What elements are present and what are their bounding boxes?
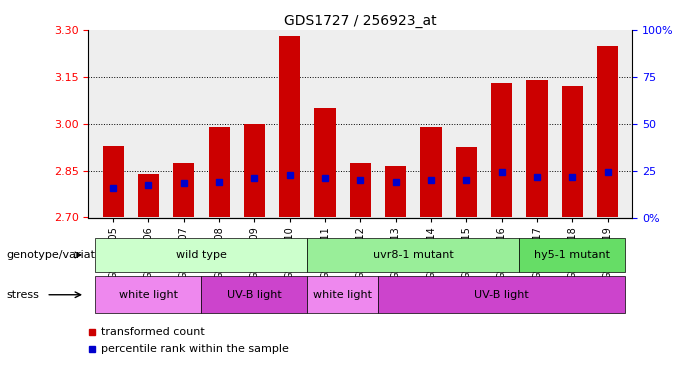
Bar	[420, 127, 441, 218]
Bar	[597, 46, 618, 218]
Title: GDS1727 / 256923_at: GDS1727 / 256923_at	[284, 13, 437, 28]
Bar	[350, 163, 371, 218]
Bar	[562, 86, 583, 218]
Bar	[526, 80, 547, 218]
Bar	[491, 83, 512, 218]
Bar	[385, 166, 407, 218]
Bar	[456, 147, 477, 218]
Bar	[173, 163, 194, 218]
Bar	[244, 124, 265, 218]
Text: wild type: wild type	[176, 250, 227, 260]
Text: uvr8-1 mutant: uvr8-1 mutant	[373, 250, 454, 260]
Bar	[138, 174, 159, 217]
Text: white light: white light	[313, 290, 372, 300]
Text: white light: white light	[119, 290, 178, 300]
Bar	[314, 108, 336, 218]
Text: hy5-1 mutant: hy5-1 mutant	[534, 250, 611, 260]
Text: genotype/variation: genotype/variation	[7, 250, 113, 260]
Text: UV-B light: UV-B light	[475, 290, 529, 300]
Bar	[103, 146, 124, 218]
Bar	[209, 127, 230, 218]
Bar	[279, 36, 301, 218]
Text: UV-B light: UV-B light	[227, 290, 282, 300]
Text: transformed count: transformed count	[101, 327, 205, 337]
Text: stress: stress	[7, 290, 39, 300]
Text: percentile rank within the sample: percentile rank within the sample	[101, 344, 288, 354]
